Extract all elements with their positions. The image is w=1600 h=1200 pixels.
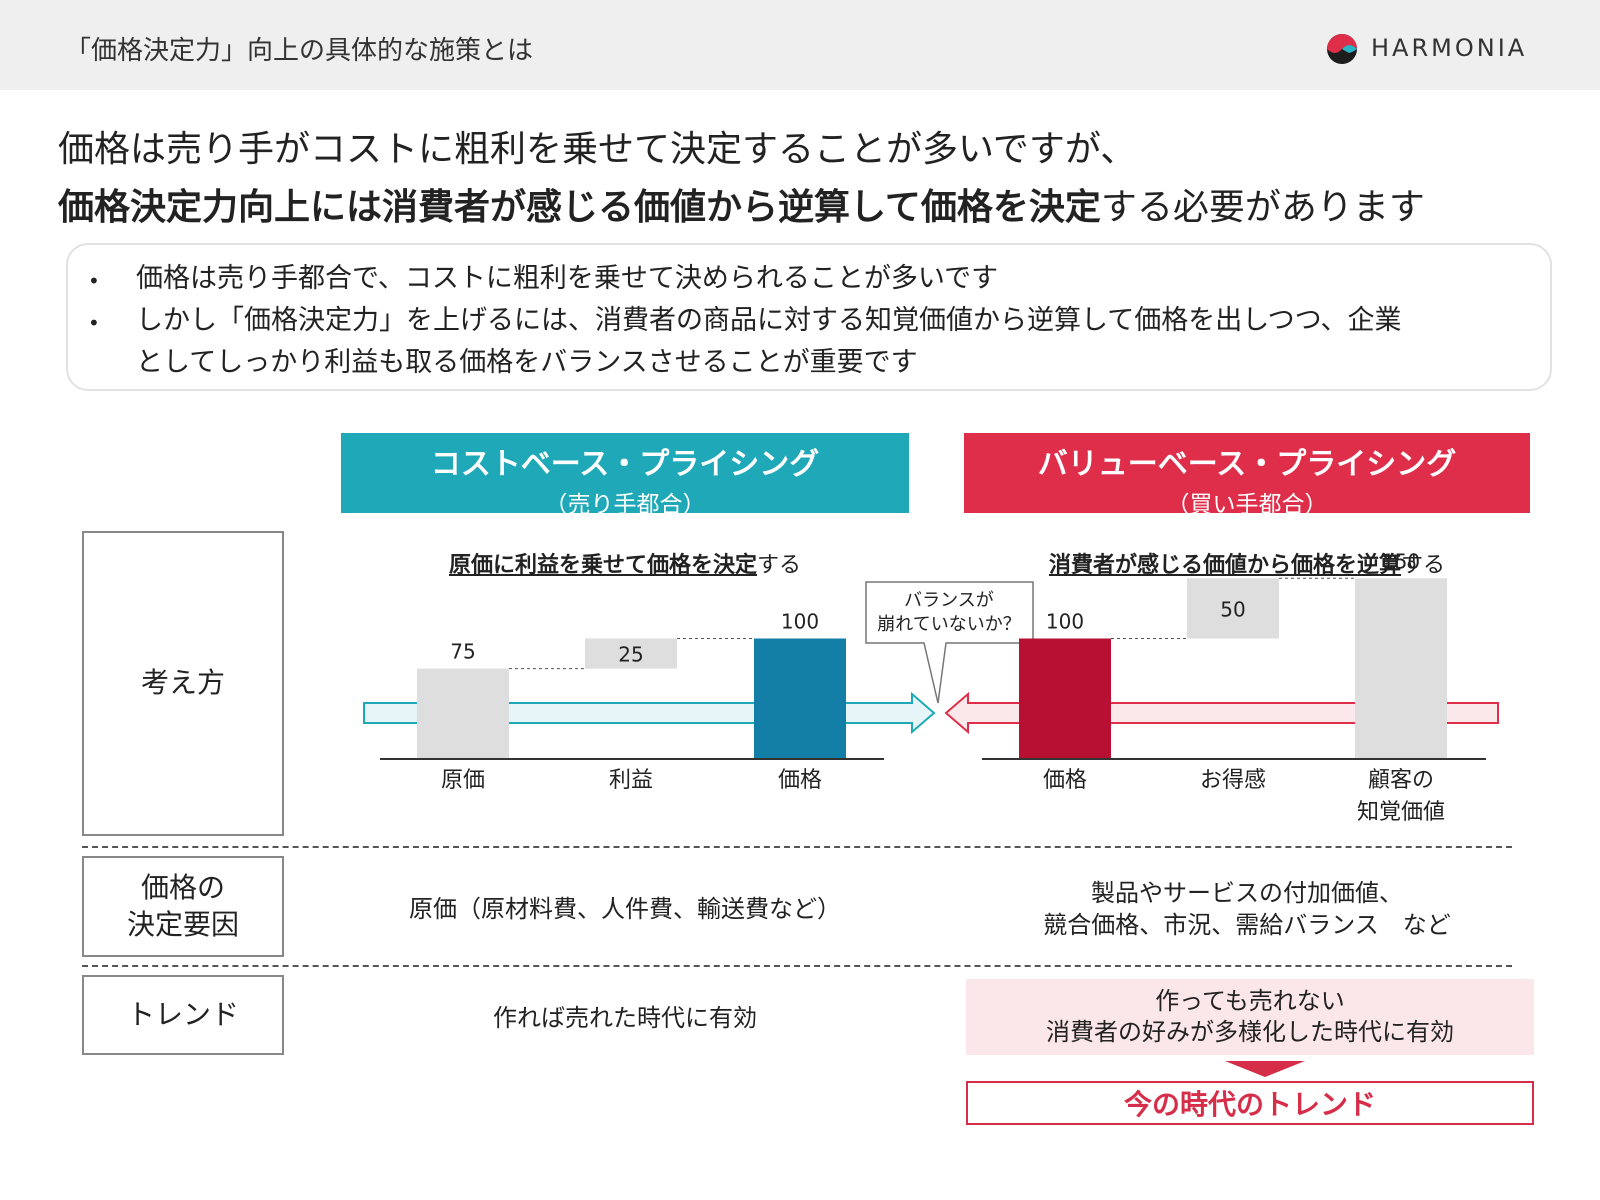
value-subheading-rest: する <box>1401 553 1446 578</box>
row-label-factors-line-2: 決定要因 <box>126 907 239 941</box>
value-bar-3 <box>1355 578 1447 759</box>
header-title: 「価格決定力」向上の具体的な施策とは <box>65 36 534 66</box>
bullet-marker: • <box>88 269 100 293</box>
cost-factors: 原価（原材料費、人件費、輸送費など） <box>409 895 841 923</box>
value-based-subtitle: （買い手都合） <box>1166 492 1328 518</box>
cost-bar-value-label: 25 <box>618 643 643 667</box>
row-divider <box>82 965 1512 967</box>
harmonia-logo-icon <box>1327 34 1357 64</box>
summary-bullet-1: 価格は売り手都合で、コストに粗利を乗せて決められることが多いです <box>136 263 999 294</box>
cost-bar-3 <box>754 638 846 759</box>
value-based-subheading: 消費者が感じる価値から価格を逆算する <box>964 547 1530 579</box>
cost-category-label: 利益 <box>609 768 653 793</box>
value-bar-value-label: 100 <box>1046 610 1084 634</box>
cost-bar-value-label: 75 <box>450 640 475 664</box>
headline-line-1: 価格は売り手がコストに粗利を乗せて決定することが多いですが、 <box>58 129 1137 170</box>
value-trend-text: 作っても売れない 消費者の好みが多様化した時代に有効 <box>1046 986 1454 1048</box>
value-bar-value-label: 50 <box>1220 597 1245 621</box>
balance-callout-line-2: 崩れていないか？ <box>877 614 1020 635</box>
value-based-title: バリューベース・プライシング <box>1037 447 1457 482</box>
value-factors-line-2: 競合価格、市況、需給バランス など <box>1043 911 1451 940</box>
row-label-factors: 価格の 決定要因 <box>82 856 284 957</box>
cost-based-pricing-band: コストベース・プライシング （売り手都合） <box>341 433 909 518</box>
value-trend-box: 作っても売れない 消費者の好みが多様化した時代に有効 <box>966 979 1534 1055</box>
cost-based-subtitle: （売り手都合） <box>544 492 706 518</box>
value-bar-value-label: 150 <box>1382 549 1420 573</box>
row-label-trend: トレンド <box>82 975 284 1055</box>
value-category-label: 知覚価値 <box>1357 800 1445 825</box>
headline-emphasis: 価格決定力向上には消費者が感じる価値から逆算して価格を決定 <box>58 187 1101 228</box>
value-based-pricing-band: バリューベース・プライシング （買い手都合） <box>964 433 1530 518</box>
headline-line-2: 価格決定力向上には消費者が感じる価値から逆算して価格を決定する必要があります <box>58 178 1425 230</box>
cost-bar-2 <box>585 638 677 669</box>
value-category-label: 顧客の <box>1368 768 1434 793</box>
value-bar-2 <box>1187 578 1279 639</box>
headline-rest: する必要があります <box>1100 187 1425 228</box>
down-arrow-icon <box>1225 1061 1305 1077</box>
cost-bar-1 <box>417 668 509 759</box>
cost-based-subheading: 原価に利益を乗せて価格を決定する <box>341 547 909 579</box>
row-label-approach: 考え方 <box>82 531 284 836</box>
balance-callout-line-1: バランスが <box>904 590 994 611</box>
balance-callout-bubble <box>865 581 1034 704</box>
row-label-factors-line-1: 価格の <box>140 871 225 905</box>
logo-text: HARMONIA <box>1371 34 1528 62</box>
current-trend-label: 今の時代のトレンド <box>966 1081 1534 1125</box>
cost-subheading-rest: する <box>757 553 802 578</box>
value-factors-line-1: 製品やサービスの付加価値、 <box>1091 879 1403 907</box>
harmonia-logo: HARMONIA <box>1325 30 1555 66</box>
value-category-label: 価格 <box>1043 768 1087 793</box>
value-category-label: お得感 <box>1200 768 1266 793</box>
value-bar-1 <box>1019 638 1111 759</box>
row-divider <box>82 846 1512 848</box>
summary-bullet-2-line-2: としてしっかり利益も取る価格をバランスさせることが重要です <box>136 347 918 378</box>
summary-bullet-2-line-1: しかし「価格決定力」を上げるには、消費者の商品に対する知覚価値から逆算して価格を… <box>136 305 1402 336</box>
value-subheading-emphasis: 消費者が感じる価値から価格を逆算 <box>1048 553 1401 578</box>
summary-box <box>66 243 1552 391</box>
bullet-marker: • <box>88 311 100 335</box>
cost-category-label: 原価 <box>441 768 485 793</box>
cost-bar-value-label: 100 <box>781 610 819 634</box>
cost-category-label: 価格 <box>778 768 822 793</box>
cost-trend: 作れば売れた時代に有効 <box>493 1004 757 1032</box>
cost-waterfall-chart: 75 原価 25 利益 100 価格 <box>380 610 884 793</box>
value-factors: 製品やサービスの付加価値、 競合価格、市況、需給バランス など <box>964 877 1530 942</box>
cost-based-title: コストベース・プライシング <box>430 447 820 482</box>
cost-subheading-emphasis: 原価に利益を乗せて価格を決定 <box>448 553 757 578</box>
value-trend-line-2: 消費者の好みが多様化した時代に有効 <box>1046 1018 1454 1046</box>
value-trend-line-1: 作っても売れない <box>1155 986 1345 1015</box>
